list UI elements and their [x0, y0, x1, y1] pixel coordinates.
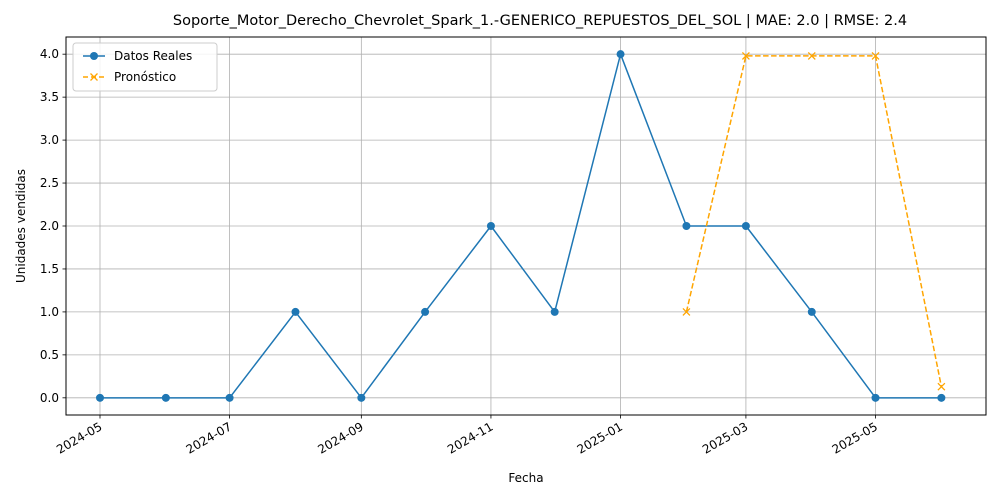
series-layer — [95, 50, 946, 402]
y-tick-label: 4.0 — [40, 47, 59, 61]
legend-box — [72, 42, 218, 92]
data-point-datos-reales — [486, 222, 495, 230]
data-point-pronostico — [682, 307, 691, 316]
data-point-pronostico — [871, 51, 880, 60]
series-line-datos-reales — [100, 53, 942, 399]
data-point-datos-reales — [161, 393, 170, 402]
data-point-datos-reales — [871, 393, 880, 402]
data-point-datos-reales — [357, 393, 366, 402]
data-point-datos-reales — [682, 222, 691, 230]
data-point-pronostico — [741, 51, 750, 60]
data-point-datos-reales — [550, 307, 559, 316]
y-tick-label: 3.0 — [40, 133, 59, 147]
y-axis-label: Unidades vendidas — [14, 169, 28, 283]
y-tick-label: 2.5 — [40, 176, 59, 190]
data-point-datos-reales — [421, 307, 430, 316]
data-point-pronostico — [937, 382, 946, 391]
legend: Datos Reales Pronóstico — [72, 42, 218, 92]
y-tick-label: 3.5 — [40, 90, 59, 104]
y-tick-label: 0.5 — [40, 348, 59, 362]
legend-marker-datos-reales — [90, 52, 98, 60]
y-tick-label: 0.0 — [40, 391, 59, 405]
legend-marker-pronostico — [90, 73, 98, 81]
data-point-datos-reales — [937, 393, 946, 402]
y-tick-label: 1.5 — [40, 262, 59, 276]
data-point-datos-reales — [95, 393, 104, 402]
chart-title: Soporte_Motor_Derecho_Chevrolet_Spark_1.… — [173, 13, 907, 29]
x-axis-label: Fecha — [508, 471, 543, 485]
data-point-datos-reales — [225, 393, 234, 402]
data-point-datos-reales — [291, 307, 300, 316]
y-tick-label: 2.0 — [40, 219, 59, 233]
data-point-pronostico — [807, 51, 816, 60]
y-tick-label: 1.0 — [40, 305, 59, 319]
legend-label-pronostico: Pronóstico — [114, 70, 176, 84]
data-point-datos-reales — [807, 307, 816, 316]
legend-label-datos-reales: Datos Reales — [114, 49, 192, 63]
data-point-datos-reales — [741, 222, 750, 230]
y-axis-ticks: 0.0 0.5 1.0 1.5 2.0 2.5 3.0 3.5 4.0 — [40, 47, 66, 405]
data-point-datos-reales — [616, 50, 625, 59]
